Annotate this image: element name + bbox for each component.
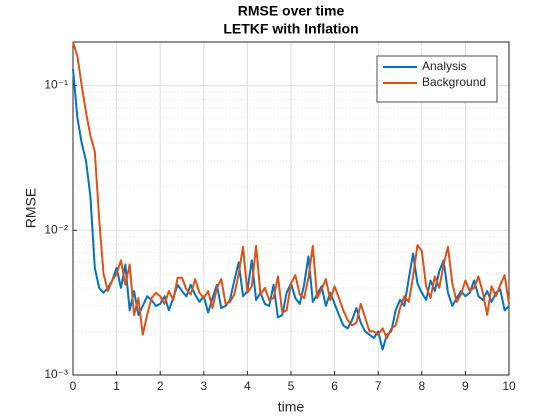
x-tick-label: 1: [113, 379, 120, 393]
x-axis-label: time: [278, 399, 305, 415]
x-tick-label: 0: [70, 379, 77, 393]
legend-label: Analysis: [422, 59, 467, 73]
axes-box: [72, 41, 510, 376]
y-tick-label: 10⁻³: [44, 367, 68, 381]
x-tick-label: 6: [331, 379, 338, 393]
y-tick-label: 10⁻¹: [44, 78, 68, 92]
x-tick-label: 3: [200, 379, 207, 393]
x-tick-label: 9: [462, 379, 469, 393]
chart-subtitle: LETKF with Inflation: [223, 21, 358, 37]
x-tick-label: 8: [418, 379, 425, 393]
y-tick-label: 10⁻²: [44, 222, 68, 236]
x-tick-label: 2: [157, 379, 164, 393]
x-tick-label: 10: [502, 379, 516, 393]
x-tick-label: 7: [375, 379, 382, 393]
legend-label: Background: [422, 75, 486, 89]
y-axis-label: RMSE: [23, 188, 39, 228]
x-tick-label: 4: [244, 379, 251, 393]
legend-box: [376, 55, 498, 103]
series-line: [72, 41, 510, 340]
x-tick-label: 5: [288, 379, 295, 393]
chart-title: RMSE over time: [238, 3, 345, 19]
